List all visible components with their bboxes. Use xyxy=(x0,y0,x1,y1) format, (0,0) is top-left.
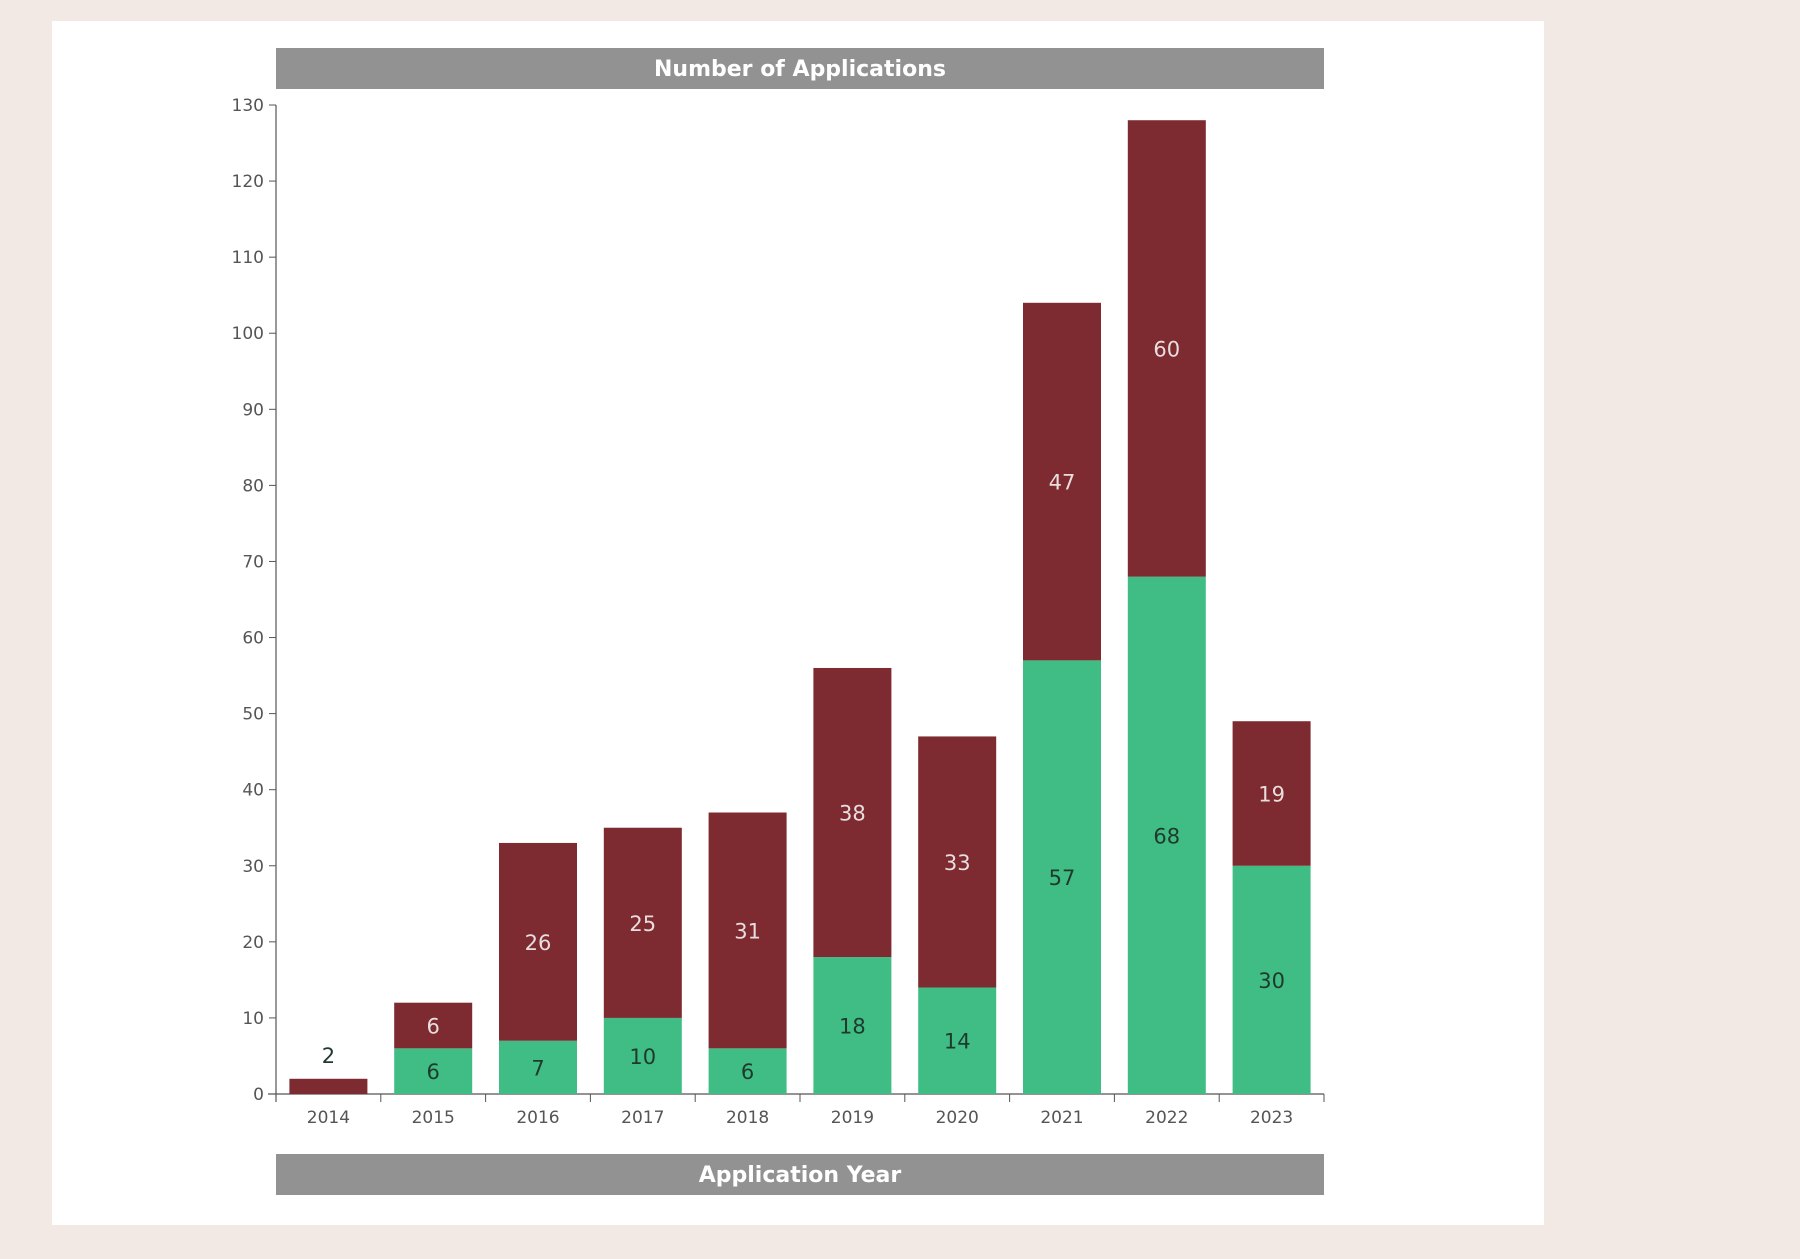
x-tick-label: 2022 xyxy=(1145,1108,1188,1128)
x-tick-label: 2019 xyxy=(831,1108,874,1128)
x-tick-label: 2016 xyxy=(516,1108,559,1128)
bar-segment-2018-bottom xyxy=(708,1048,787,1094)
chart-title: Number of Applications xyxy=(654,57,946,82)
y-tick-label: 0 xyxy=(253,1085,264,1105)
data-label: 19 xyxy=(1258,782,1285,806)
data-label: 6 xyxy=(427,1015,440,1039)
data-label: 33 xyxy=(944,851,971,875)
chart-panel: Number of Applications 0 10 20 30 40 50 60 70 80… xyxy=(52,21,1544,1225)
stacked-bar-chart: Number of Applications 0 10 20 30 40 50 60 70 80… xyxy=(232,48,1325,1195)
bar-segment-2023-top xyxy=(1232,721,1311,866)
data-label: 26 xyxy=(525,931,552,955)
y-tick-label: 50 xyxy=(242,705,264,725)
y-tick-label: 130 xyxy=(232,96,264,116)
data-label: 31 xyxy=(734,919,761,943)
bar-segment-2022-top xyxy=(1127,120,1206,577)
data-label: 68 xyxy=(1153,824,1180,848)
y-tick-label: 20 xyxy=(242,933,264,953)
x-tick-label: 2018 xyxy=(726,1108,769,1128)
data-label: 30 xyxy=(1258,969,1285,993)
bars xyxy=(289,120,1311,1094)
bar-segment-2021-bottom xyxy=(1023,660,1101,1094)
y-tick-label: 110 xyxy=(232,248,264,268)
bar-segment-2014-top xyxy=(289,1078,368,1094)
title-band xyxy=(276,48,1324,89)
x-tick-label: 2015 xyxy=(412,1108,455,1128)
y-tick-label: 90 xyxy=(242,400,264,420)
y-tick-label: 10 xyxy=(242,1009,264,1029)
x-tick-label: 2020 xyxy=(936,1108,979,1128)
x-tick-label: 2021 xyxy=(1040,1108,1083,1128)
data-label: 47 xyxy=(1049,471,1076,495)
bar-segment-2017-top xyxy=(603,827,682,1018)
x-tick-label: 2017 xyxy=(621,1108,664,1128)
data-label: 6 xyxy=(741,1060,754,1084)
bar-segment-2020-bottom xyxy=(918,987,997,1094)
y-tick-label: 30 xyxy=(242,857,264,877)
bar-segment-2016-top xyxy=(499,842,577,1041)
x-tick-label: 2023 xyxy=(1250,1108,1293,1128)
x-tick-label: 2014 xyxy=(307,1108,350,1128)
x-axis-label: Application Year xyxy=(699,1163,902,1188)
bar-segment-2018-top xyxy=(708,812,787,1049)
data-label: 38 xyxy=(839,802,866,826)
y-tick-label: 80 xyxy=(242,476,264,496)
data-label: 57 xyxy=(1049,866,1076,890)
bar-segment-2020-top xyxy=(918,736,997,988)
bar-segment-2021-top xyxy=(1023,302,1101,661)
y-tick-label: 60 xyxy=(242,629,264,649)
data-label: 25 xyxy=(629,912,656,936)
bar-segment-2019-bottom xyxy=(813,957,892,1094)
data-label: 60 xyxy=(1153,337,1180,361)
axes: 0 10 20 30 40 50 60 70 80 90 100 110 120 130 2014 2015 2… xyxy=(232,96,1325,1128)
data-label: 10 xyxy=(629,1045,656,1069)
data-label: 7 xyxy=(531,1056,544,1080)
bar-segment-2017-bottom xyxy=(603,1017,682,1094)
y-tick-label: 70 xyxy=(242,552,264,572)
data-label: 2 xyxy=(322,1044,335,1068)
y-tick-label: 120 xyxy=(232,172,264,192)
bar-segment-2016-bottom xyxy=(499,1040,577,1094)
y-tick-label: 100 xyxy=(232,324,264,344)
bar-segment-2015-bottom xyxy=(394,1048,473,1094)
bar-segment-2019-top xyxy=(813,667,892,958)
y-tick-label: 40 xyxy=(242,781,264,801)
data-label: 6 xyxy=(427,1060,440,1084)
bar-segment-2015-top xyxy=(394,1002,473,1049)
bar-segment-2023-bottom xyxy=(1232,865,1311,1094)
xlabel-band xyxy=(276,1154,1324,1195)
data-label: 14 xyxy=(944,1030,971,1054)
bar-segment-2022-bottom xyxy=(1127,576,1206,1094)
data-label: 18 xyxy=(839,1015,866,1039)
